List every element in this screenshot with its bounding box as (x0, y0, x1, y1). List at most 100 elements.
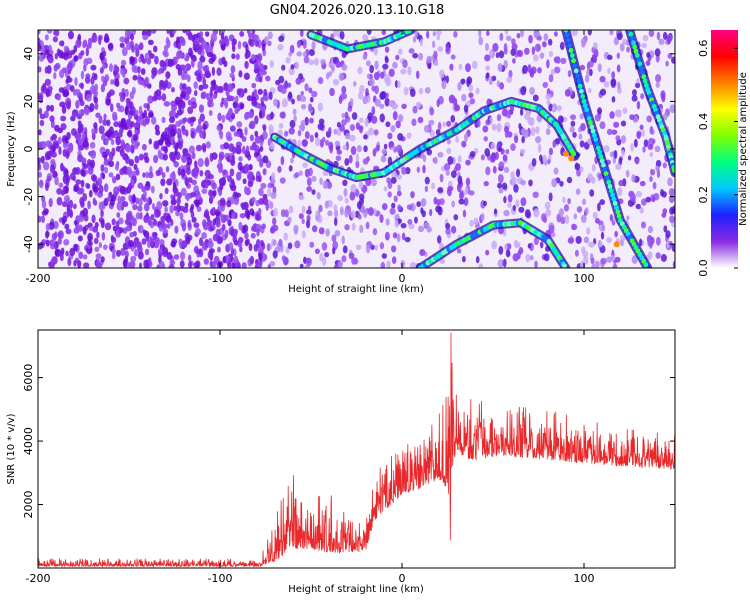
noise-speck (143, 190, 147, 198)
noise-speck (254, 130, 259, 137)
noise-speck (424, 86, 431, 94)
noise-speck (82, 226, 87, 234)
noise-speck (511, 38, 516, 45)
noise-speck (82, 40, 86, 49)
noise-speck (233, 131, 238, 137)
noise-speck (590, 257, 595, 265)
noise-speck (182, 148, 189, 157)
noise-speck (165, 214, 172, 224)
noise-speck (461, 140, 467, 148)
noise-speck (357, 66, 363, 75)
noise-speck (66, 204, 70, 212)
noise-speck (574, 163, 581, 171)
noise-speck (665, 230, 671, 239)
noise-speck (553, 167, 559, 175)
feature-bead (562, 263, 567, 268)
noise-speck (416, 201, 421, 208)
colorbar-gradient (711, 30, 738, 268)
feature-bead (581, 98, 587, 104)
noise-speck (208, 248, 215, 254)
noise-speck (341, 255, 347, 263)
noise-speck (237, 236, 244, 244)
noise-speck (606, 256, 613, 263)
noise-speck (482, 125, 489, 133)
noise-speck (436, 34, 440, 41)
noise-speck (259, 63, 265, 73)
noise-speck (202, 123, 207, 131)
snr-frame (37, 329, 676, 569)
noise-speck (154, 124, 160, 132)
noise-speck (89, 85, 97, 95)
noise-speck (270, 111, 274, 120)
noise-speck (471, 60, 478, 70)
noise-speck (463, 104, 469, 113)
noise-speck (67, 143, 74, 153)
noise-speck (461, 255, 466, 263)
noise-speck (174, 96, 182, 105)
noise-speck (254, 115, 259, 125)
noise-speck (485, 65, 491, 71)
noise-speck (98, 115, 103, 124)
noise-speck (630, 143, 634, 152)
noise-speck (80, 82, 84, 90)
noise-speck (344, 197, 349, 204)
noise-speck (655, 74, 662, 83)
noise-speck (392, 61, 398, 69)
noise-speck (372, 228, 378, 236)
noise-speck (148, 112, 154, 118)
noise-speck (610, 78, 617, 87)
noise-speck (77, 33, 82, 42)
noise-speck (88, 225, 94, 232)
noise-speck (258, 110, 263, 119)
noise-speck (269, 226, 275, 234)
noise-speck (187, 99, 192, 106)
noise-speck (139, 42, 144, 49)
noise-speck (203, 258, 209, 265)
noise-speck (102, 50, 107, 57)
noise-speck (629, 192, 637, 202)
noise-speck (262, 168, 267, 176)
feature-bead (564, 32, 570, 38)
noise-speck (190, 130, 195, 139)
noise-speck (506, 110, 512, 119)
noise-speck (88, 240, 93, 247)
noise-speck (124, 106, 129, 116)
noise-speck (155, 89, 162, 97)
feature-bead (571, 58, 576, 64)
noise-speck (384, 97, 390, 107)
noise-speck (548, 147, 554, 156)
noise-speck (394, 80, 399, 88)
noise-speck (58, 182, 64, 188)
feature-bead (601, 162, 606, 168)
noise-speck (73, 183, 80, 192)
noise-speck (338, 72, 345, 81)
feature-bead (611, 196, 617, 202)
noise-speck (204, 44, 212, 53)
noise-speck (94, 221, 99, 228)
noise-speck (278, 35, 285, 43)
noise-speck (379, 103, 385, 109)
noise-speck (124, 88, 129, 97)
noise-speck (104, 166, 109, 174)
noise-speck (520, 86, 527, 96)
noise-speck (431, 182, 436, 190)
noise-speck (528, 34, 533, 44)
noise-speck (635, 190, 643, 198)
noise-speck (334, 229, 341, 237)
feature-bead (631, 40, 636, 46)
noise-speck (119, 149, 125, 157)
noise-speck (226, 135, 233, 142)
noise-speck (129, 260, 136, 268)
noise-speck (288, 165, 293, 172)
noise-speck (127, 214, 133, 223)
noise-speck (236, 121, 243, 128)
noise-speck (178, 140, 183, 150)
noise-speck (92, 197, 97, 206)
spectrogram-ylabel: Frequency (Hz) (6, 111, 17, 187)
noise-speck (288, 91, 293, 100)
noise-speck (492, 165, 497, 174)
spectrogram-features (270, 30, 675, 268)
noise-speck (636, 132, 641, 140)
noise-speck (588, 87, 592, 94)
noise-speck (260, 239, 264, 247)
